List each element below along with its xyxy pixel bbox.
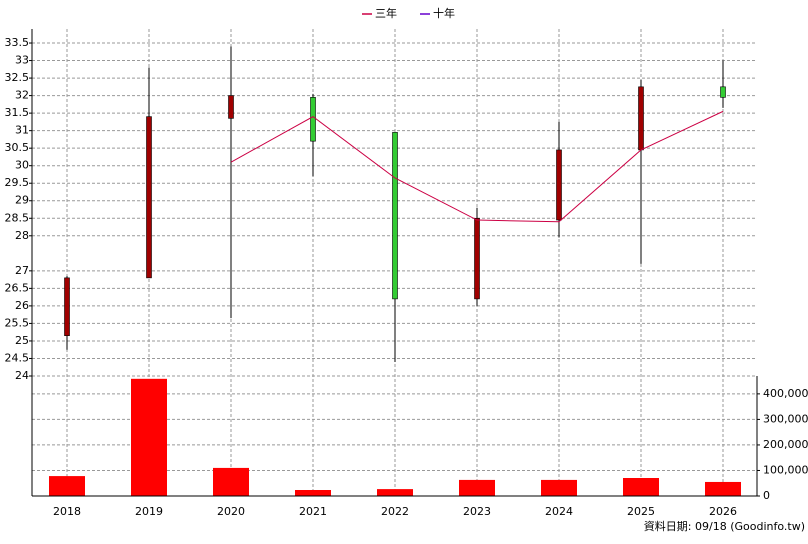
y-tick-label: 25 [15, 334, 29, 347]
x-tick-label: 2022 [381, 505, 409, 518]
x-tick-label: 2018 [53, 505, 81, 518]
candle-body [64, 277, 70, 336]
candle-body [146, 116, 152, 279]
volume-bar [705, 481, 741, 496]
y-tick-label: 24.5 [5, 351, 30, 364]
y-tick-label: 31 [15, 124, 29, 137]
volume-bar [213, 467, 249, 496]
y-tick-label: 26.5 [5, 281, 30, 294]
x-tick-label: 2025 [627, 505, 655, 518]
y-tick-label: 31.5 [5, 106, 30, 119]
y-tick-label: 28.5 [5, 211, 30, 224]
candle-body [474, 217, 480, 300]
volume-bar [295, 490, 331, 496]
candle-body [638, 86, 644, 151]
y2-tick-label: 100,000 [763, 463, 808, 476]
x-tick-label: 2021 [299, 505, 327, 518]
y-tick-label: 25.5 [5, 316, 30, 329]
y-tick-label: 33 [15, 54, 29, 67]
volume-bar [131, 378, 167, 496]
volume-bar [459, 479, 495, 496]
y-tick-label: 29 [15, 194, 29, 207]
candle-body [720, 86, 726, 98]
volume-bar [49, 476, 85, 496]
y2-tick-label: 0 [763, 489, 770, 502]
y-tick-label: 32.5 [5, 71, 30, 84]
y2-tick-label: 200,000 [763, 438, 808, 451]
y-tick-label: 30.5 [5, 141, 30, 154]
y-tick-label: 24 [15, 369, 29, 382]
candle-body [310, 97, 316, 142]
y-tick-label: 26 [15, 299, 29, 312]
y-tick-label: 32 [15, 89, 29, 102]
x-tick-label: 2024 [545, 505, 573, 518]
x-tick-label: 2023 [463, 505, 491, 518]
legend-label: 十年 [433, 6, 455, 20]
footnote: 資料日期: 09/18 (Goodinfo.tw) [644, 519, 805, 533]
ma-line [230, 110, 724, 223]
x-tick-label: 2019 [135, 505, 163, 518]
legend-label: 三年 [375, 6, 397, 20]
y-tick-label: 28 [15, 229, 29, 242]
candle-body [392, 132, 398, 300]
x-tick-label: 2026 [709, 505, 737, 518]
volume-bar [541, 479, 577, 496]
y2-tick-label: 300,000 [763, 412, 808, 425]
y-tick-label: 33.5 [5, 36, 30, 49]
volume-bar [377, 489, 413, 496]
candle-body [556, 149, 562, 221]
volume-bar [623, 478, 659, 496]
y-tick-label: 27 [15, 264, 29, 277]
y-tick-label: 30 [15, 159, 29, 172]
y2-tick-label: 400,000 [763, 387, 808, 400]
x-tick-label: 2020 [217, 505, 245, 518]
y-tick-label: 29.5 [5, 176, 30, 189]
candle-body [228, 95, 234, 119]
